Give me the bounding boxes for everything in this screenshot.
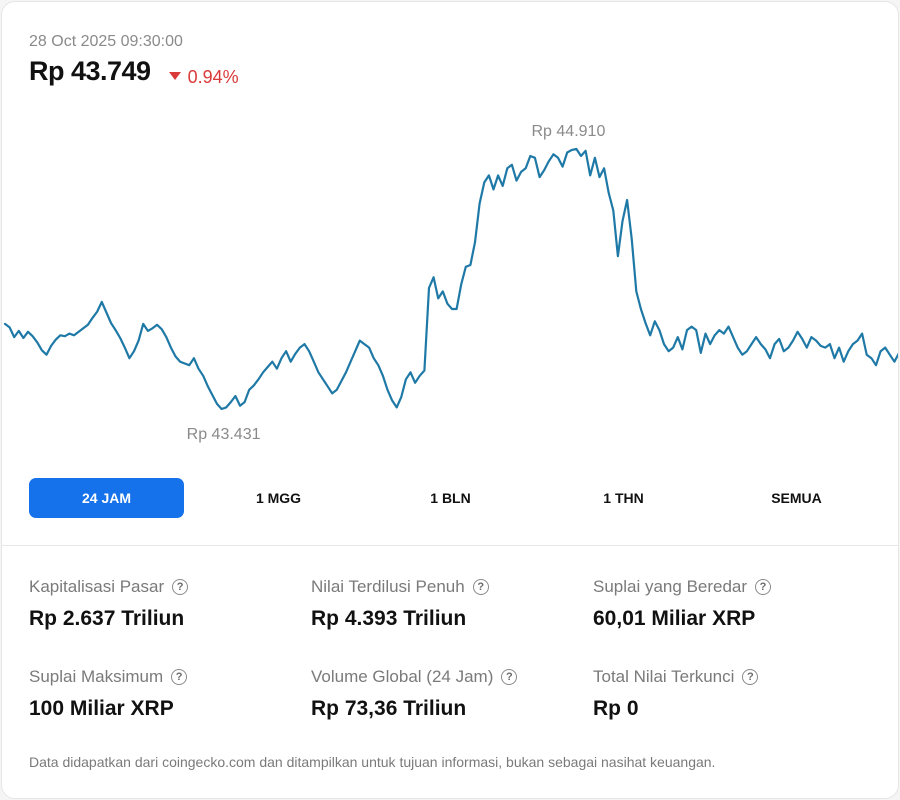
stat-label: Nilai Terdilusi Penuh xyxy=(311,577,465,596)
question-circle-icon[interactable]: ? xyxy=(742,669,759,685)
tab-1-mgg[interactable]: 1 MGG xyxy=(255,490,302,506)
stat-global-volume: Volume Global (24 Jam)? Rp 73,36 Triliun xyxy=(311,667,581,721)
stat-value: 60,01 Miliar XRP xyxy=(593,607,756,630)
question-circle-icon[interactable]: ? xyxy=(171,669,188,685)
timeframe-tabs: 24 JAM 1 MGG 1 BLN 1 THN SEMUA xyxy=(29,478,871,518)
stat-circulating-supply: Suplai yang Beredar? 60,01 Miliar XRP xyxy=(593,577,863,631)
tab-1-thn[interactable]: 1 THN xyxy=(603,490,644,506)
price-line xyxy=(3,147,898,411)
stat-label: Total Nilai Terkunci xyxy=(593,667,735,686)
stat-max-supply: Suplai Maksimum? 100 Miliar XRP xyxy=(29,667,299,721)
stat-total-value-locked: Total Nilai Terkunci? Rp 0 xyxy=(593,667,863,721)
section-divider xyxy=(2,545,898,546)
stat-label: Suplai Maksimum xyxy=(29,667,164,686)
down-triangle-icon xyxy=(168,72,181,80)
question-circle-icon[interactable]: ? xyxy=(172,579,189,595)
price-change-value: 0.94% xyxy=(187,66,239,87)
timestamp: 28 Oct 2025 09:30:00 xyxy=(29,33,183,50)
price-chart[interactable]: Rp 44.910 Rp 43.431 xyxy=(2,2,899,472)
stat-market-cap: Kapitalisasi Pasar? Rp 2.637 Triliun xyxy=(29,577,299,631)
stat-label: Volume Global (24 Jam) xyxy=(311,667,494,686)
low-price-label: Rp 43.431 xyxy=(187,426,261,443)
stat-fully-diluted-value: Nilai Terdilusi Penuh? Rp 4.393 Triliun xyxy=(311,577,581,631)
tab-semua[interactable]: SEMUA xyxy=(771,490,822,506)
high-price-label: Rp 44.910 xyxy=(532,123,606,140)
price-change: 0.94% xyxy=(168,66,239,88)
stat-label: Suplai yang Beredar xyxy=(593,577,748,596)
price-row: Rp 43.749 0.94% xyxy=(29,56,239,88)
stat-value: Rp 73,36 Triliun xyxy=(311,697,467,720)
data-source-note: Data didapatkan dari coingecko.com dan d… xyxy=(29,754,716,770)
stat-label: Kapitalisasi Pasar xyxy=(29,577,165,596)
question-circle-icon[interactable]: ? xyxy=(472,579,489,595)
stat-value: 100 Miliar XRP xyxy=(29,697,174,720)
stat-value: Rp 2.637 Triliun xyxy=(29,607,185,630)
tab-24-jam[interactable]: 24 JAM xyxy=(29,478,184,518)
current-price: Rp 43.749 xyxy=(29,56,151,86)
stat-value: Rp 4.393 Triliun xyxy=(311,607,467,630)
question-circle-icon[interactable]: ? xyxy=(501,669,518,685)
question-circle-icon[interactable]: ? xyxy=(755,579,772,595)
tab-1-bln[interactable]: 1 BLN xyxy=(430,490,471,506)
stat-value: Rp 0 xyxy=(593,697,639,720)
